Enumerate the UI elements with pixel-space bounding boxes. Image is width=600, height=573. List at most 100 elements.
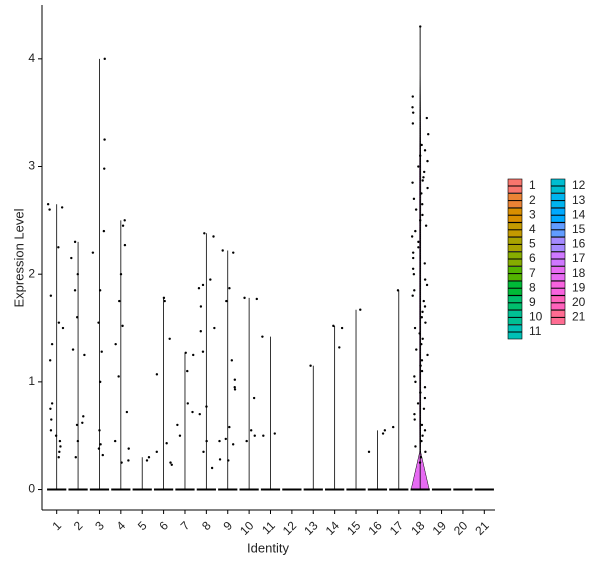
- point: [186, 369, 189, 373]
- point: [199, 305, 203, 308]
- point: [74, 456, 77, 459]
- point: [424, 224, 428, 227]
- x-tick-label: 6: [156, 518, 171, 533]
- x-tick-label: 8: [199, 518, 214, 533]
- legend-label: 16: [572, 237, 586, 251]
- x-tick-label: 18: [408, 518, 428, 538]
- x-tick-label: 19: [430, 518, 450, 538]
- point: [228, 425, 231, 429]
- point: [121, 324, 124, 328]
- point: [422, 176, 425, 179]
- point: [413, 418, 416, 421]
- x-tick-label: 11: [259, 518, 278, 537]
- point: [413, 375, 416, 378]
- point: [70, 256, 73, 260]
- point: [221, 249, 224, 252]
- point: [423, 262, 426, 265]
- point: [262, 434, 265, 437]
- point: [411, 181, 414, 184]
- legend-label: 12: [572, 178, 586, 192]
- point: [413, 326, 417, 330]
- point: [120, 461, 123, 464]
- point: [123, 243, 127, 247]
- point: [145, 459, 149, 462]
- point: [417, 246, 420, 249]
- point: [163, 299, 166, 303]
- point: [192, 353, 195, 357]
- point: [309, 364, 312, 367]
- x-tick-label: 14: [323, 518, 343, 538]
- point: [419, 25, 422, 28]
- point: [423, 429, 427, 432]
- point: [147, 456, 151, 459]
- point: [123, 219, 126, 222]
- point: [58, 450, 61, 454]
- legend-label: 11: [529, 324, 542, 338]
- point: [424, 321, 427, 324]
- point: [426, 353, 429, 357]
- point: [205, 439, 208, 443]
- point: [332, 324, 335, 328]
- point: [73, 240, 77, 244]
- point: [81, 421, 84, 424]
- point: [184, 351, 187, 354]
- x-tick-label: 5: [135, 518, 150, 533]
- legend-label: 15: [572, 222, 586, 236]
- point: [170, 463, 173, 466]
- point: [228, 286, 231, 290]
- point: [413, 289, 416, 292]
- x-axis-title: Identity: [247, 540, 289, 555]
- point: [414, 229, 417, 233]
- point: [383, 429, 387, 432]
- point: [412, 197, 416, 201]
- point: [76, 439, 80, 443]
- point: [198, 412, 201, 416]
- point: [422, 299, 425, 303]
- point: [210, 466, 214, 470]
- point: [209, 278, 212, 281]
- legend-label: 1: [529, 178, 536, 192]
- point: [82, 415, 85, 418]
- point: [232, 251, 235, 254]
- point: [411, 95, 414, 98]
- point: [197, 286, 201, 290]
- point: [205, 405, 208, 408]
- legend-label: 21: [572, 310, 586, 324]
- point: [425, 116, 429, 120]
- point: [103, 138, 106, 141]
- point: [125, 410, 129, 414]
- point: [367, 450, 371, 454]
- point: [419, 154, 422, 157]
- x-tick-label: 21: [472, 518, 492, 538]
- point: [75, 316, 79, 319]
- point: [421, 213, 424, 217]
- point: [50, 342, 54, 346]
- point: [49, 429, 53, 432]
- point: [423, 149, 427, 152]
- y-tick-label: 1: [28, 374, 35, 388]
- point: [97, 321, 100, 324]
- point: [253, 434, 256, 437]
- point: [338, 346, 341, 349]
- point: [420, 342, 423, 346]
- legend-label: 14: [572, 207, 586, 221]
- point: [419, 456, 423, 459]
- point: [57, 456, 60, 459]
- point: [418, 332, 421, 335]
- point: [203, 232, 206, 235]
- point: [427, 133, 430, 136]
- point: [255, 297, 258, 301]
- point: [113, 439, 117, 443]
- point: [178, 434, 182, 437]
- point: [76, 272, 79, 276]
- point: [233, 388, 237, 391]
- point: [103, 167, 106, 170]
- y-tick-label: 4: [28, 51, 35, 65]
- point: [127, 447, 130, 450]
- y-tick-label: 2: [28, 266, 35, 280]
- x-tick-label: 7: [178, 518, 193, 533]
- point: [391, 425, 395, 429]
- point: [245, 439, 248, 443]
- point: [50, 402, 54, 405]
